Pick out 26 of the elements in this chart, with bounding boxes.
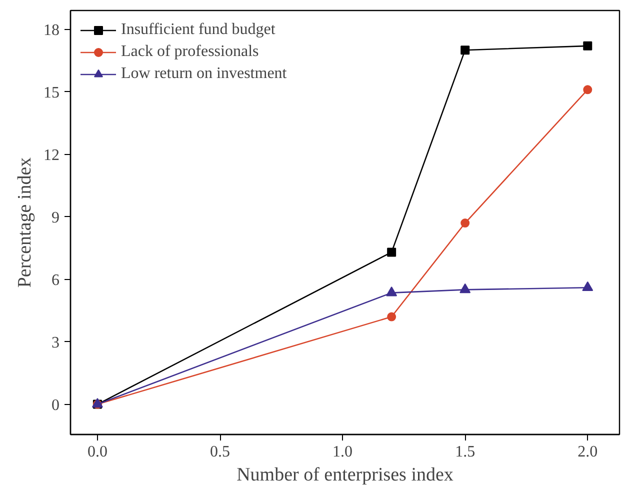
point: [387, 248, 396, 257]
y-tick-label: 9: [52, 209, 60, 226]
y-tick-label: 3: [52, 334, 60, 352]
y-tick-label: 18: [44, 22, 60, 39]
x-tick-label: 1.0: [332, 444, 353, 460]
point: [386, 286, 398, 296]
point: [460, 283, 471, 294]
point: [582, 281, 594, 291]
point: [583, 85, 592, 94]
y-tick-label: 15: [44, 84, 60, 102]
point: [387, 312, 396, 322]
x-axis-title: Number of enterprises index: [236, 464, 454, 486]
point: [460, 218, 470, 228]
legend-label: Insufficient fund budget: [121, 21, 276, 39]
x-tick-label: 0.0: [87, 444, 108, 460]
x-tick-label: 1.5: [455, 444, 476, 460]
legend-label: Low return on investment: [121, 65, 287, 83]
y-tick-label: 12: [44, 146, 60, 164]
point: [460, 46, 470, 55]
y-tick-label: 6: [52, 272, 60, 289]
legend-label: Lack of professionals: [121, 43, 259, 61]
point: [583, 41, 592, 50]
y-tick-label: 0: [52, 396, 60, 414]
x-tick-label: 0.5: [210, 444, 230, 460]
x-tick-label: 2.0: [578, 444, 598, 460]
y-axis-title: Percentage index: [14, 156, 36, 288]
